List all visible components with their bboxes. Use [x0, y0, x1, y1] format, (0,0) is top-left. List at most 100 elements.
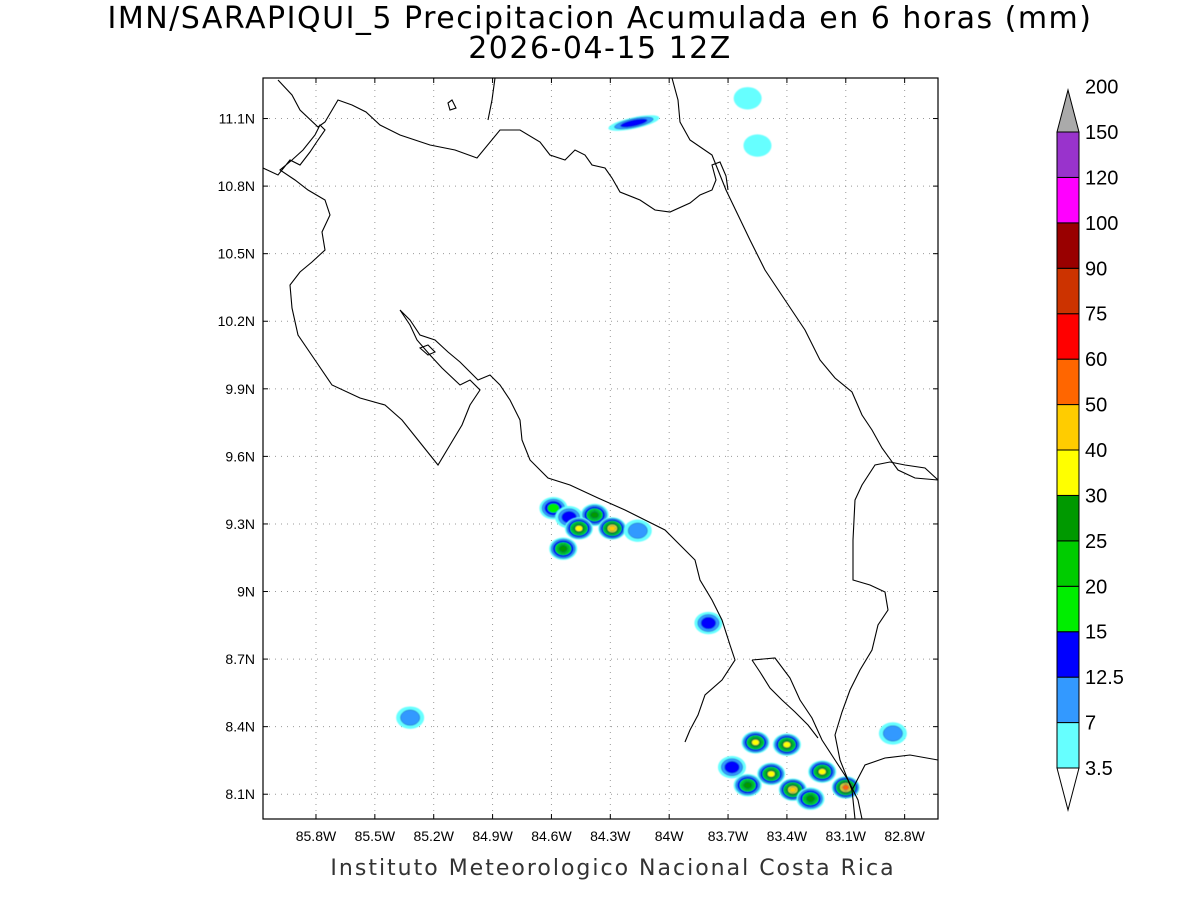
colorbar-swatch	[1056, 313, 1080, 360]
lon-tick-label: 85.2W	[413, 828, 454, 844]
colorbar-label: 75	[1085, 304, 1107, 326]
colorbar-swatch	[1056, 540, 1080, 587]
precip-contour	[805, 795, 815, 803]
precip-contour	[547, 503, 560, 514]
latitude-axis: 11.1N 10.8N 10.5N 10.2N 9.9N 9.6N 9.3N 9N 8.7N 8.…	[218, 111, 938, 802]
colorbar-swatch	[1056, 404, 1080, 451]
longitude-axis: 85.8W 85.5W 85.2W 84.9W 84.6W 84.3W 84W 83.7W 83…	[296, 78, 926, 844]
panama-border-line	[851, 754, 938, 819]
colorbar-label: 3.5	[1085, 758, 1113, 780]
lat-tick-label: 9.3N	[225, 516, 255, 532]
precip-cell	[717, 755, 746, 779]
colorbar-label: 120	[1085, 167, 1118, 189]
lon-tick-label: 85.5W	[355, 828, 396, 844]
precip-cell	[878, 722, 907, 745]
precip-cell	[772, 733, 801, 756]
precip-cell	[564, 517, 593, 540]
lat-tick-label: 8.4N	[225, 719, 255, 735]
colorbar-label: 90	[1085, 258, 1107, 280]
colorbar-swatch	[1056, 494, 1080, 542]
precip-cell	[549, 537, 578, 560]
golfo-dulce-shore	[751, 657, 863, 819]
pacific-coastline	[263, 124, 736, 743]
precip-contour	[782, 741, 791, 748]
lon-tick-label: 84.3W	[590, 828, 631, 844]
colorbar-swatch	[1056, 722, 1080, 769]
precip-contour	[743, 781, 753, 789]
precip-cell	[741, 731, 770, 754]
precip-cell	[580, 503, 609, 527]
precip-contour	[608, 525, 616, 532]
colorbar-under-arrow	[1056, 767, 1080, 812]
lon-tick-label: 82.8W	[884, 828, 925, 844]
colorbar-label: 150	[1085, 122, 1118, 144]
colorbar-swatch	[1056, 676, 1080, 724]
lat-tick-label: 10.5N	[218, 246, 255, 262]
precip-contour	[883, 725, 903, 742]
colorbar-label: 7	[1085, 713, 1096, 735]
lat-tick-label: 8.1N	[225, 786, 255, 802]
nicaragua-lake-shore	[487, 78, 496, 121]
precip-contour	[574, 525, 583, 532]
precipitation-contours	[396, 87, 907, 810]
map-valid-time: 2026-04-15 12Z	[468, 31, 732, 66]
caribbean-coastline	[671, 78, 938, 481]
precip-cell	[733, 87, 762, 110]
precip-contour	[789, 786, 797, 793]
colorbar-label: 50	[1085, 395, 1107, 417]
precip-cell	[598, 517, 627, 540]
precip-contour	[751, 739, 760, 746]
colorbar-label: 60	[1085, 349, 1107, 371]
precip-cell	[733, 774, 762, 797]
colorbar-swatch	[1056, 131, 1080, 178]
lat-tick-label: 9.9N	[225, 381, 255, 397]
colorbar-swatch	[1056, 267, 1080, 315]
lon-tick-label: 83.4W	[767, 828, 808, 844]
precip-cell	[694, 611, 723, 635]
colorbar-swatch	[1056, 358, 1080, 406]
lat-tick-label: 10.2N	[218, 313, 255, 329]
lat-tick-label: 10.8N	[218, 178, 255, 194]
colorbar-swatch	[1056, 631, 1080, 678]
map-title: IMN/SARAPIQUI_5 Precipitacion Acumulada …	[107, 1, 1093, 36]
map-plot-area	[263, 78, 938, 819]
precip-cell	[757, 762, 786, 786]
precip-contour	[743, 134, 772, 157]
colorbar-label: 12.5	[1085, 667, 1124, 689]
precip-cell	[396, 706, 425, 729]
osa-peninsula-shore	[751, 659, 819, 739]
lat-tick-label: 11.1N	[219, 111, 255, 127]
precip-contour	[590, 511, 600, 519]
lon-tick-label: 84.9W	[472, 828, 513, 844]
lon-tick-label: 83.7W	[708, 828, 749, 844]
costa-rica-panama-border	[834, 461, 938, 791]
precip-contour	[558, 545, 568, 553]
colorbar-legend: 3.5 7 12.5 15 20 25 30 40 50 60 75 90 100 120 150 200	[1056, 77, 1124, 812]
colorbar-label: 100	[1085, 213, 1118, 235]
colorbar-label: 200	[1085, 77, 1118, 99]
precip-contour	[733, 87, 762, 110]
precip-contour	[842, 784, 849, 791]
precip-contour	[724, 761, 740, 774]
nicaragua-border-line	[277, 79, 729, 213]
precip-contour	[767, 770, 776, 778]
precip-contour	[627, 522, 648, 539]
precip-contour	[400, 709, 420, 726]
lat-tick-label: 9.6N	[225, 448, 255, 464]
lat-tick-label: 9N	[237, 584, 255, 600]
colorbar-label: 20	[1085, 576, 1107, 598]
colorbar-over-arrow	[1056, 88, 1080, 133]
precip-cell	[796, 787, 825, 810]
lon-tick-label: 84.6W	[531, 828, 572, 844]
colorbar-label: 25	[1085, 531, 1107, 553]
precip-cell	[623, 519, 652, 542]
colorbar-label: 40	[1085, 440, 1107, 462]
precip-contour	[700, 616, 716, 630]
precip-cell	[743, 134, 772, 157]
map-frame	[262, 77, 939, 820]
colorbar-swatch	[1056, 449, 1080, 496]
colorbar-swatch	[1056, 585, 1080, 633]
lon-tick-label: 85.8W	[296, 828, 337, 844]
lake-island	[447, 99, 457, 111]
